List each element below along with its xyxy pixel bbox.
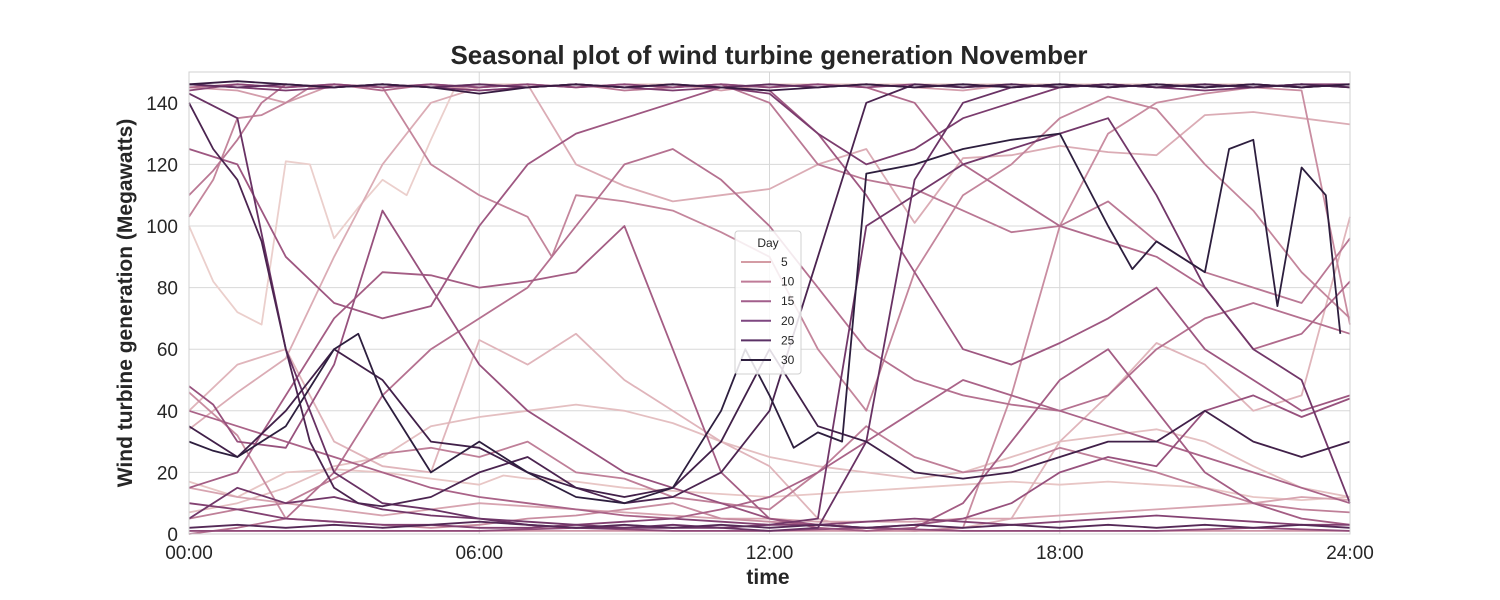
- x-tick-label: 00:00: [165, 543, 213, 564]
- x-axis-ticks: 00:00 06:00 12:00 18:00 24:00: [165, 543, 1374, 564]
- series-lines: [188, 80, 1351, 535]
- legend-label: 10: [781, 275, 795, 289]
- legend-entries: 5 10 15 20 25 30: [741, 255, 795, 367]
- legend-title: Day: [757, 236, 778, 250]
- chart-title: Seasonal plot of wind turbine generation…: [450, 40, 1087, 70]
- series-line-day-5: [188, 83, 1351, 431]
- series-line-day-18: [188, 209, 1351, 529]
- series-line-day-10: [188, 83, 1351, 412]
- y-tick-label: 80: [157, 279, 178, 300]
- plot-frame: [188, 71, 1351, 535]
- legend-label: 30: [781, 353, 795, 367]
- series-line-day-26: [188, 520, 1351, 529]
- legend-label: 5: [781, 255, 788, 269]
- y-tick-label: 100: [146, 217, 178, 238]
- legend-label: 15: [781, 294, 795, 308]
- x-tick-label: 06:00: [455, 543, 503, 564]
- y-tick-label: 0: [167, 525, 178, 546]
- series-line-day-29: [188, 80, 1351, 95]
- legend-box: [734, 230, 802, 375]
- series-line-day-4: [188, 216, 1351, 532]
- y-tick-label: 20: [157, 463, 178, 484]
- y-tick-label: 60: [157, 340, 178, 361]
- x-axis-label: time: [746, 566, 789, 589]
- x-tick-label: 18:00: [1036, 543, 1084, 564]
- y-tick-label: 140: [146, 94, 178, 115]
- series-line-day-3: [188, 403, 1351, 514]
- series-line-day-27: [188, 83, 1351, 508]
- series-line-day-23: [188, 117, 1351, 529]
- legend-label: 20: [781, 314, 795, 328]
- x-tick-label: 12:00: [746, 543, 794, 564]
- x-tick-label: 24:00: [1326, 543, 1374, 564]
- y-axis-ticks: 0 20 40 60 80 100 120 140: [146, 94, 178, 546]
- legend-label: 25: [781, 333, 795, 347]
- series-line-day-11: [188, 425, 1351, 520]
- y-tick-label: 40: [157, 402, 178, 423]
- y-tick-label: 120: [146, 155, 178, 176]
- y-axis-label: Wind turbine generation (Megawatts): [114, 119, 137, 487]
- series-line-day-30: [188, 132, 1342, 505]
- series-line-day-1: [188, 83, 1351, 326]
- legend: Day 5 10 15 20 25 30: [734, 230, 802, 375]
